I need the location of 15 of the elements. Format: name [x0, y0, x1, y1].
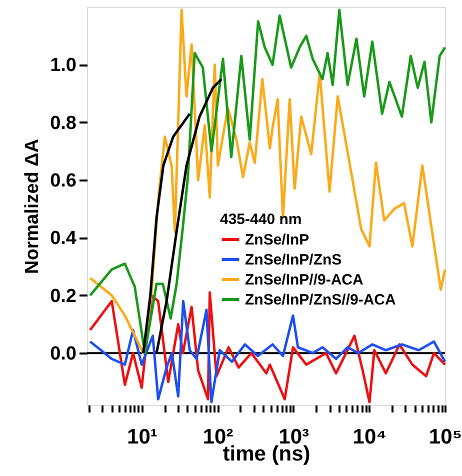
y-tick-label: 0.4 [50, 228, 77, 250]
legend-label: ZnSe/InP/ZnS//9-ACA [245, 292, 396, 308]
x-tick-label: 10⁵ [428, 426, 462, 448]
y-tick-label: 1.0 [50, 55, 76, 76]
y-tick-label: 0.8 [50, 112, 76, 134]
legend-label: ZnSe/InP/ZnS [245, 252, 342, 268]
x-tick-label: 10⁴ [352, 426, 387, 448]
legend-label: ZnSe/InP [245, 232, 310, 248]
y-tick-label: 0.2 [50, 286, 76, 307]
legend-label: ZnSe/InP//9-ACA [245, 272, 364, 288]
y-tick-label: 0.6 [50, 170, 76, 192]
y-axis-title: Normalized ΔA [22, 138, 44, 274]
legend-title: 435-440 nm [220, 211, 302, 228]
x-tick-label: 10¹ [127, 426, 158, 448]
y-tick-label: 0.0 [50, 344, 76, 365]
